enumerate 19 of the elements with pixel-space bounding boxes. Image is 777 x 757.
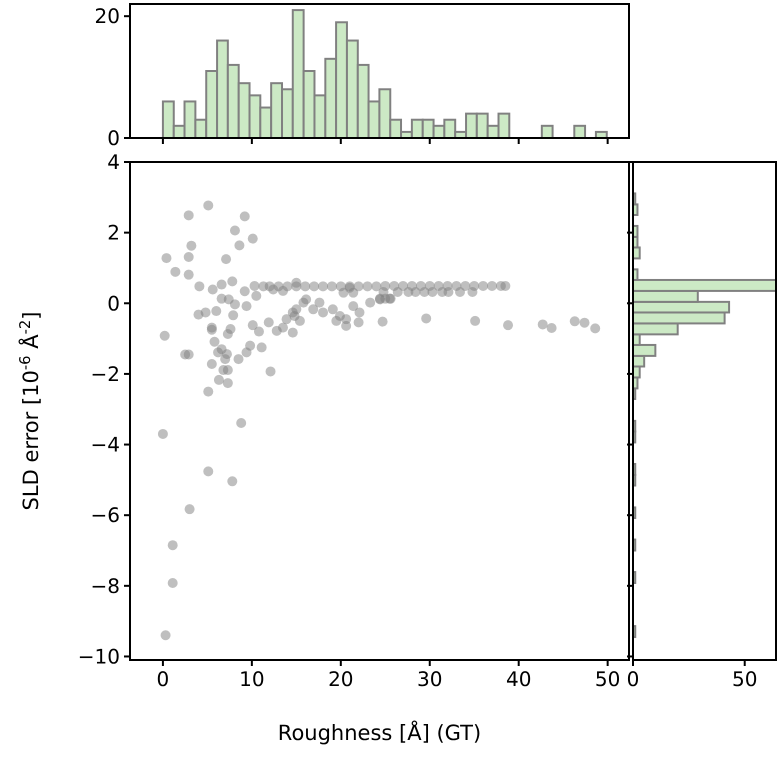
y-tick-label: −2 (90, 362, 120, 386)
y-tick-label: −10 (78, 644, 120, 668)
x-tick-label: 0 (626, 667, 640, 691)
x-axis-title: Roughness [Å] (GT) (278, 720, 482, 745)
x-tick-label: 50 (594, 667, 620, 691)
y-tick-label: −4 (90, 432, 120, 457)
y-tick-label: −8 (90, 574, 120, 598)
x-tick-label: 10 (239, 667, 265, 691)
y-tick-label: 20 (94, 4, 120, 28)
y-tick-label: −6 (90, 503, 120, 528)
x-tick-label: 20 (328, 667, 354, 691)
x-tick-label: 30 (417, 667, 442, 691)
x-tick-label: 40 (506, 667, 532, 691)
y-tick-label: 4 (107, 150, 120, 174)
y-tick-label: 2 (107, 220, 120, 245)
x-tick-label: 0 (156, 667, 170, 691)
y-tick-label: 0 (107, 291, 120, 316)
x-tick-label: 50 (732, 667, 758, 691)
y-tick-label: 0 (107, 126, 120, 150)
